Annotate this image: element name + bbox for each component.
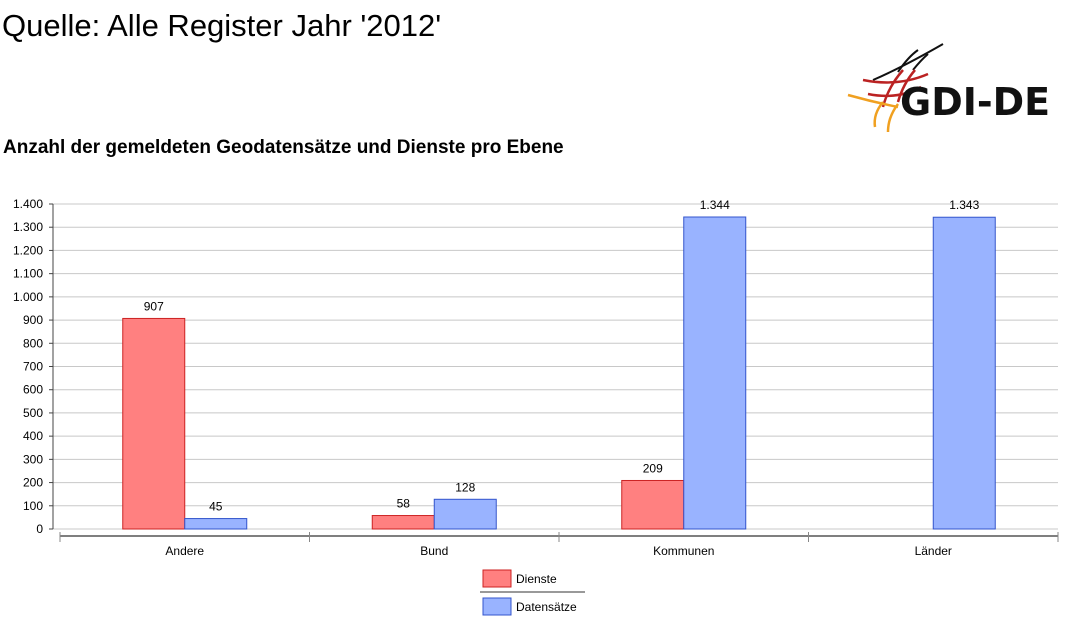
bar-dienste [621,479,685,530]
data-label: 128 [455,480,475,494]
x-tick-label: Andere [165,544,204,558]
y-tick-label: 200 [23,476,43,490]
x-tick-label: Länder [915,544,952,558]
data-label: 58 [397,497,411,511]
y-tick-label: 100 [23,499,43,513]
chart-title: Anzahl der gemeldeten Geodatensätze und … [3,137,564,158]
x-tick-label: Kommunen [653,544,714,558]
legend-label: Dienste [516,572,557,586]
bar-datensätze [683,216,747,530]
bar-datensätze [184,518,248,530]
data-label: 1.343 [949,198,979,212]
source-title: Quelle: Alle Register Jahr '2012' [2,8,442,43]
bar-dienste [122,317,186,530]
y-axis: 0 100 200 300 400 500 600 700 800 900 1.000 1.100 1.… [13,197,54,536]
data-label: 907 [144,299,164,313]
legend-label: Datensätze [516,600,577,614]
legend: Dienste Datensätze [480,569,585,616]
y-tick-label: 1.100 [13,267,43,281]
bars: 907 45 58 128 209 1.344 1.343 [122,198,996,530]
y-tick-label: 1.400 [13,197,43,211]
data-label: 1.344 [700,198,730,212]
y-tick-label: 900 [23,313,43,327]
y-tick-label: 0 [36,522,43,536]
grid-lines [53,203,1058,530]
bar-dienste [371,515,435,530]
legend-swatch [482,597,512,616]
y-tick-label: 1.000 [13,290,43,304]
y-tick-label: 400 [23,429,43,443]
x-tick-label: Bund [420,544,448,558]
y-tick-label: 500 [23,406,43,420]
y-tick-label: 1.200 [13,243,43,257]
bar-datensätze [932,216,996,530]
y-tick-label: 1.300 [13,220,43,234]
legend-swatch [482,569,512,588]
y-tick-label: 300 [23,452,43,466]
y-tick-label: 700 [23,360,43,374]
svg-text:GDI-DE: GDI-DE [900,80,1050,124]
gdi-de-logo: GDI-DE [847,43,1050,133]
bar-datensätze [433,498,497,530]
y-tick-label: 800 [23,336,43,350]
y-tick-label: 600 [23,383,43,397]
data-label: 45 [209,500,223,514]
x-axis: Andere Bund Kommunen Länder [59,532,1059,558]
data-label: 209 [643,461,663,475]
